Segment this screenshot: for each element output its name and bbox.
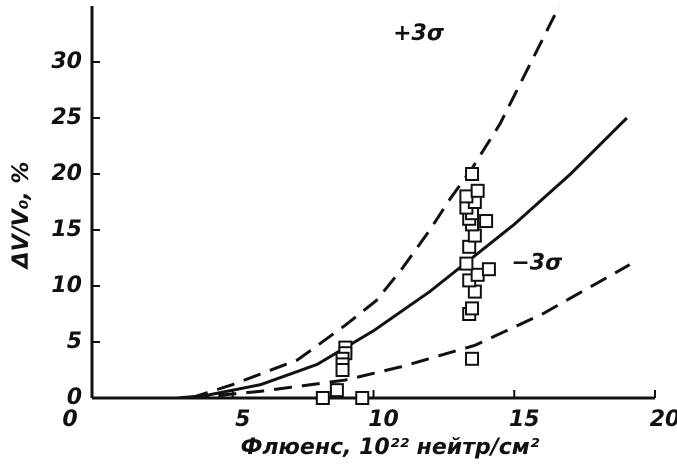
data-point <box>315 391 330 405</box>
y-tick-label: 20 <box>51 161 82 186</box>
data-point <box>465 351 480 366</box>
y-tick-label: 15 <box>51 217 82 242</box>
x-tick-label: 0 <box>62 407 77 432</box>
data-point <box>467 228 482 243</box>
data-point <box>459 256 474 271</box>
curve <box>176 116 628 400</box>
curve <box>190 263 631 400</box>
annotation: −3σ <box>511 251 563 276</box>
data-point <box>470 183 485 198</box>
data-point <box>465 301 480 316</box>
data-point <box>465 167 480 181</box>
data-point <box>470 267 485 282</box>
y-tick-label: 5 <box>67 329 82 354</box>
data-point <box>481 262 496 277</box>
y-tick-label: 10 <box>51 273 82 298</box>
data-point <box>479 214 494 229</box>
x-tick-label: 5 <box>235 407 250 432</box>
x-axis-label: Флюенс, 10²² нейтр/см² <box>241 435 540 460</box>
data-point <box>459 189 474 204</box>
x-tick-label: 10 <box>368 407 399 432</box>
data-point <box>329 383 344 398</box>
annotation: +3σ <box>393 21 445 46</box>
data-point <box>355 391 370 405</box>
curve <box>190 5 561 400</box>
x-tick-label: 15 <box>509 407 540 432</box>
y-axis-label: ΔV/V₀, % <box>9 162 34 271</box>
y-tick-label: 30 <box>51 49 82 74</box>
y-tick-label: 25 <box>51 105 82 130</box>
x-tick-label: 20 <box>650 407 677 432</box>
data-point <box>335 363 350 377</box>
y-tick-label: 0 <box>67 385 82 410</box>
